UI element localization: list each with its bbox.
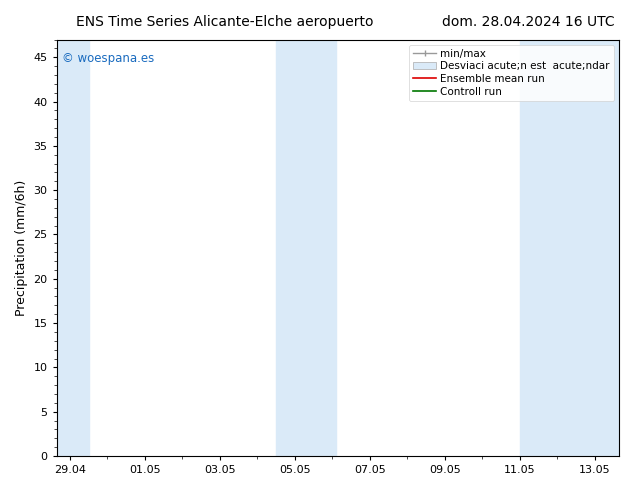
- Legend: min/max, Desviaci acute;n est  acute;ndar, Ensemble mean run, Controll run: min/max, Desviaci acute;n est acute;ndar…: [409, 45, 614, 101]
- Bar: [56, 40, 89, 456]
- Text: © woespana.es: © woespana.es: [62, 52, 155, 65]
- Bar: [276, 40, 336, 456]
- Text: ENS Time Series Alicante-Elche aeropuerto: ENS Time Series Alicante-Elche aeropuert…: [76, 15, 373, 29]
- Y-axis label: Precipitation (mm/6h): Precipitation (mm/6h): [15, 180, 28, 316]
- Bar: [520, 40, 619, 456]
- Text: dom. 28.04.2024 16 UTC: dom. 28.04.2024 16 UTC: [443, 15, 615, 29]
